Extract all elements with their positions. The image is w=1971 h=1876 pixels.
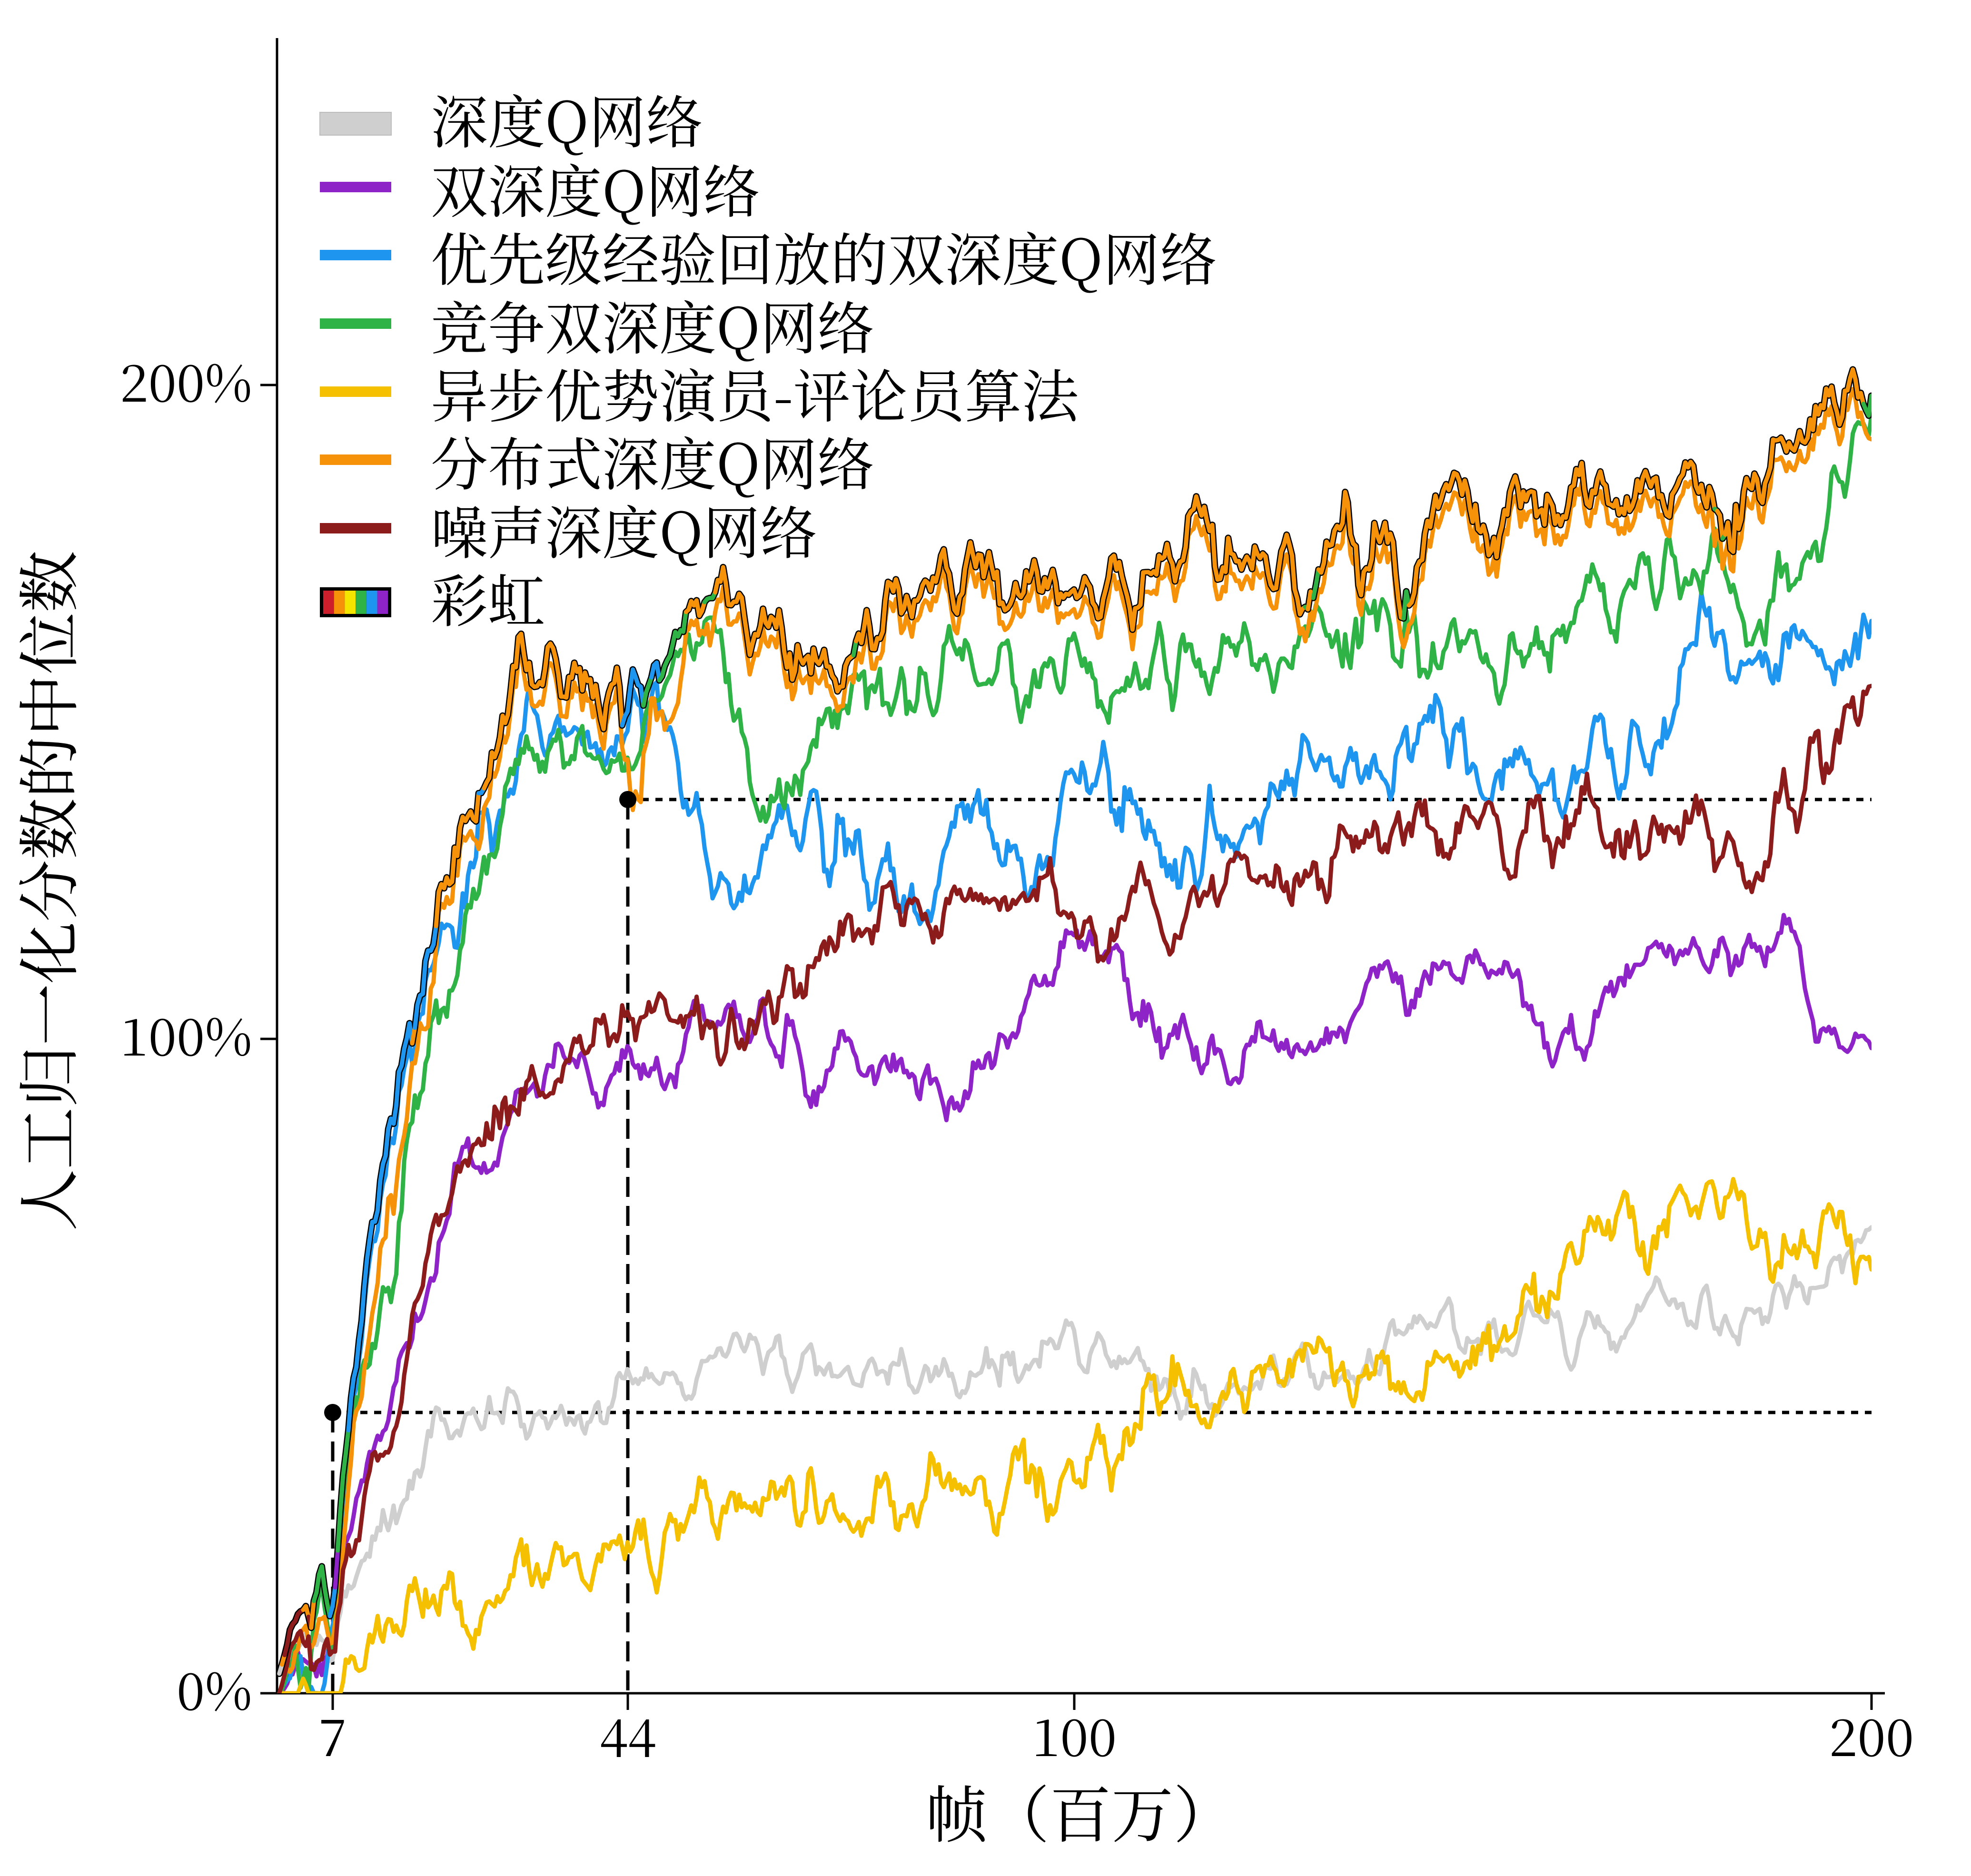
svg-text:100: 100 [1032,1697,1117,1771]
svg-text:帧（百万）: 帧（百万） [926,1766,1235,1855]
svg-text:彩虹: 彩虹 [431,556,545,638]
svg-text:人工归一化分数的中位数: 人工归一化分数的中位数 [0,551,89,1231]
svg-text:100%: 100% [120,997,252,1070]
svg-text:200%: 200% [120,343,252,416]
svg-text:7: 7 [318,1697,347,1771]
svg-text:0%: 0% [177,1651,252,1725]
svg-text:44: 44 [600,1697,656,1771]
svg-text:200: 200 [1829,1697,1914,1771]
